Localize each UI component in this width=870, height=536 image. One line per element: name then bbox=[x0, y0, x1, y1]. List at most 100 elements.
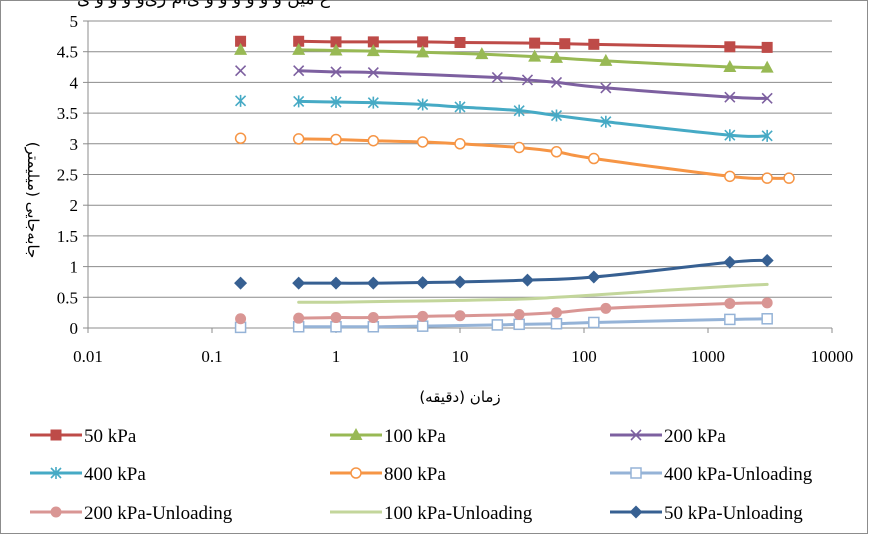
data-point bbox=[761, 92, 773, 104]
axes bbox=[87, 21, 833, 333]
series-line-5 bbox=[297, 317, 769, 329]
legend-item: 100 kPa bbox=[330, 426, 446, 447]
data-point bbox=[454, 36, 466, 48]
data-point bbox=[588, 316, 600, 329]
data-point bbox=[513, 308, 525, 320]
data-point bbox=[600, 82, 612, 94]
data-point bbox=[724, 170, 736, 183]
data-point bbox=[550, 109, 563, 122]
data-point bbox=[550, 307, 562, 319]
data-point bbox=[367, 134, 380, 147]
data-point bbox=[587, 270, 601, 284]
series-line-7 bbox=[297, 282, 769, 304]
series-4 bbox=[234, 132, 795, 184]
y-tick-label: 2 bbox=[70, 196, 79, 215]
data-point bbox=[454, 138, 466, 150]
data-point bbox=[234, 42, 248, 55]
legend-swatch-marker bbox=[630, 429, 642, 441]
data-point bbox=[330, 133, 342, 146]
data-point bbox=[292, 42, 306, 55]
data-point bbox=[367, 36, 379, 48]
data-point bbox=[761, 129, 773, 142]
data-point bbox=[235, 35, 247, 47]
legend-swatch-marker bbox=[629, 505, 643, 519]
data-point bbox=[588, 38, 600, 50]
legend-item: 200 kPa bbox=[610, 426, 726, 447]
y-tick-labels: 0 0.5 1 1.5 2 2.5 3 3.5 4 4.5 5 bbox=[57, 12, 79, 338]
data-point bbox=[529, 37, 541, 49]
data-point bbox=[724, 313, 736, 326]
data-point bbox=[454, 310, 466, 322]
data-point bbox=[292, 133, 305, 145]
series-line-0 bbox=[297, 39, 769, 49]
series-6 bbox=[235, 297, 773, 325]
legend-swatch-marker bbox=[50, 429, 62, 441]
data-point bbox=[329, 276, 343, 290]
x-tick-label: 1000 bbox=[691, 347, 725, 366]
series-line-4 bbox=[297, 137, 791, 180]
data-point bbox=[234, 132, 247, 145]
data-point bbox=[761, 41, 773, 53]
data-point bbox=[330, 312, 342, 324]
series-line-2 bbox=[297, 69, 769, 100]
data-point bbox=[416, 45, 430, 58]
data-point bbox=[330, 66, 342, 78]
data-point bbox=[760, 253, 774, 267]
legend-label: 100 kPa bbox=[384, 426, 446, 447]
y-tick-label: 3.5 bbox=[57, 104, 78, 123]
data-point bbox=[783, 172, 795, 184]
legend-item: 200 kPa-Unloading bbox=[30, 503, 233, 524]
data-point bbox=[528, 49, 542, 62]
data-point bbox=[366, 276, 380, 290]
legend-label: 200 kPa bbox=[664, 426, 726, 447]
y-tick-label: 1 bbox=[70, 258, 79, 277]
legend-label: 400 kPa bbox=[84, 464, 146, 485]
data-point bbox=[599, 53, 613, 66]
data-point bbox=[367, 312, 379, 324]
data-point bbox=[761, 313, 773, 325]
legend-swatch-marker bbox=[50, 506, 62, 518]
data-point bbox=[724, 129, 736, 142]
data-point bbox=[454, 100, 466, 113]
series-1 bbox=[234, 42, 774, 73]
data-point bbox=[513, 141, 525, 154]
data-point bbox=[416, 136, 429, 148]
data-point bbox=[723, 255, 737, 269]
data-point bbox=[559, 38, 571, 50]
data-point bbox=[234, 276, 248, 290]
legend-label: 50 kPa bbox=[84, 426, 137, 447]
y-tick-label: 0.5 bbox=[57, 288, 78, 307]
y-tick-label: 4.5 bbox=[57, 43, 78, 62]
legend: 50 kPa 100 kPa 200 kPa 400 kPa 800 kPa 400 kP… bbox=[30, 426, 813, 524]
legend-item: 100 kPa-Unloading bbox=[330, 503, 533, 524]
legend-swatch-marker bbox=[350, 467, 362, 479]
legend-item: 400 kPa bbox=[30, 464, 146, 485]
data-point bbox=[600, 302, 612, 314]
data-point bbox=[491, 71, 503, 84]
y-tick-label: 5 bbox=[70, 12, 79, 31]
data-point bbox=[293, 312, 305, 324]
series-layer bbox=[234, 35, 795, 334]
series-8 bbox=[234, 253, 774, 290]
x-tick-labels: 0.01 0.1 1 10 100 1000 10000 bbox=[73, 347, 853, 366]
series-3 bbox=[235, 94, 773, 142]
data-point bbox=[521, 74, 534, 86]
x-tick-label: 0.01 bbox=[73, 347, 103, 366]
data-point bbox=[293, 95, 305, 108]
y-tick-label: 2.5 bbox=[57, 166, 78, 185]
series-line-1 bbox=[297, 48, 769, 70]
data-point bbox=[293, 65, 305, 77]
x-tick-label: 10000 bbox=[811, 347, 854, 366]
legend-swatch-marker bbox=[630, 467, 642, 479]
data-point bbox=[293, 35, 305, 47]
x-tick-label: 100 bbox=[571, 347, 597, 366]
data-point bbox=[724, 297, 736, 309]
data-point bbox=[761, 297, 773, 309]
y-axis-title: جابه‌جایی (میلیمتر) bbox=[24, 142, 42, 259]
data-point bbox=[330, 321, 342, 333]
data-point bbox=[600, 115, 612, 128]
x-tick-label: 1 bbox=[332, 347, 341, 366]
series-5 bbox=[234, 313, 773, 334]
y-tick-label: 4 bbox=[70, 73, 79, 92]
data-point bbox=[724, 91, 736, 103]
